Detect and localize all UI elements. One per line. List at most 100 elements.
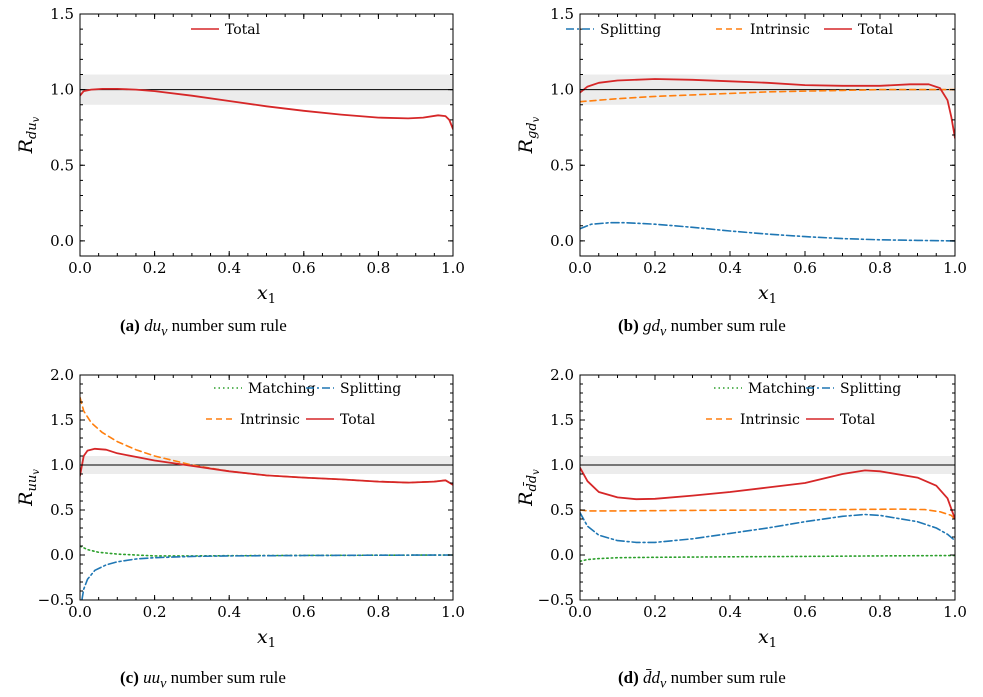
y-tick-label: 0.0 [50,232,74,250]
y-axis-label: Ruuv [15,469,42,507]
y-tick-label: 0.5 [50,501,74,519]
chart-c: 0.0 0.2 0.4 0.6 0.8 1.0−0.50.00.51.01.52.0x1R… [15,366,465,651]
legend-label: Intrinsic [750,22,810,38]
legend-item-total: Total [306,412,376,428]
plot-frame [79,13,454,257]
caption-d-text: number sum rule [670,668,786,687]
y-tick-label: 2.0 [50,366,74,384]
chart-d: 0.0 0.2 0.4 0.6 0.8 1.0−0.50.00.51.01.52.0x1R… [515,366,967,651]
legend-item-total: Total [824,22,894,38]
x-axis-label: x1 [257,282,276,307]
y-tick-label: 0.0 [50,546,74,564]
y-tick-label: 1.0 [50,81,74,99]
series-intrinsic [580,508,955,520]
y-tick-label: 2.0 [550,366,574,384]
x-tick-label: 0.8 [868,259,892,277]
x-tick-label: 0.2 [643,259,667,277]
legend-label: Total [225,22,261,38]
x-tick-label: 1.0 [441,603,465,621]
x-tick-label: 0.6 [292,603,316,621]
caption-a-tag: (a) [120,316,140,335]
y-axis-label: Rd̄dv [515,469,542,507]
series-intrinsic [580,88,955,103]
x-tick-label: 0.2 [643,603,667,621]
x-tick-label: 0.4 [718,603,742,621]
legend-label: Splitting [840,381,901,397]
series-splitting [580,511,955,544]
legend-item-matching: Matching [214,381,316,397]
x-tick-label: 0.4 [217,603,241,621]
plot-frame [579,13,956,257]
y-axis-label: Rduv [15,116,42,154]
x-tick-label: 0.4 [718,259,742,277]
series-total [80,447,453,486]
caption-d-math: d̄d [643,668,661,687]
caption-a-math: du [144,316,162,335]
y-tick-label: 1.0 [550,81,574,99]
legend-label: Total [840,412,876,428]
y-tick-label: 1.5 [50,411,74,429]
caption-c-math: uu [143,668,161,687]
x-tick-label: 1.0 [943,603,967,621]
caption-d: (d) d̄dv number sum rule [618,668,786,692]
legend-label: Intrinsic [240,412,300,428]
legend-label: Intrinsic [740,412,800,428]
caption-b-text: number sum rule [670,316,786,335]
x-tick-label: 0.0 [568,259,592,277]
caption-b: (b) gdv number sum rule [618,316,786,340]
y-tick-label: 0.0 [550,546,574,564]
series-total [80,88,453,130]
legend-item-intrinsic: Intrinsic [716,22,810,38]
legend-label: Matching [748,381,816,397]
series-total [580,78,955,139]
y-tick-label: 0.5 [550,501,574,519]
caption-b-math: gd [643,316,661,335]
legend-label: Splitting [600,22,661,38]
x-tick-label: 0.4 [217,259,241,277]
y-tick-label: 0.5 [550,156,574,174]
y-tick-label: 1.5 [50,5,74,23]
x-axis-label: x1 [758,626,777,651]
series-matching [80,545,453,557]
caption-c-text: number sum rule [170,668,286,687]
x-axis-label: x1 [257,626,276,651]
caption-a-math-sub: v [161,323,168,340]
y-tick-label: 1.5 [550,411,574,429]
legend-item-splitting: Splitting [806,381,901,397]
x-tick-label: 0.6 [793,603,817,621]
x-tick-label: 0.6 [793,259,817,277]
legend-label: Total [858,22,894,38]
caption-c: (c) uuv number sum rule [120,668,286,692]
y-tick-label: 1.0 [550,456,574,474]
legend-label: Splitting [340,381,401,397]
y-tick-label: −0.5 [38,591,74,609]
legend-label: Total [340,412,376,428]
x-tick-label: 0.0 [68,603,92,621]
x-tick-label: 0.6 [292,259,316,277]
caption-d-math-sub: v [660,675,667,692]
y-tick-label: 0.5 [50,156,74,174]
x-tick-label: 0.8 [366,603,390,621]
legend-item-matching: Matching [714,381,816,397]
caption-a: (a) duv number sum rule [120,316,287,340]
series-total [580,466,955,520]
legend-item-total: Total [191,22,261,38]
legend-item-splitting: Splitting [306,381,401,397]
caption-c-math-sub: v [160,675,167,692]
y-tick-label: −0.5 [538,591,574,609]
y-tick-label: 0.0 [550,232,574,250]
legend-label: Matching [248,381,316,397]
legend-item-total: Total [806,412,876,428]
plot-frame [79,374,454,601]
caption-c-tag: (c) [120,668,139,687]
x-tick-label: 1.0 [943,259,967,277]
x-tick-label: 0.0 [68,259,92,277]
x-tick-label: 0.2 [143,259,167,277]
y-axis-label: Rgdv [515,116,542,154]
x-tick-label: 0.2 [143,603,167,621]
caption-b-math-sub: v [660,323,667,340]
legend-item-splitting: Splitting [566,22,661,38]
legend-item-intrinsic: Intrinsic [706,412,800,428]
caption-b-tag: (b) [618,316,639,335]
